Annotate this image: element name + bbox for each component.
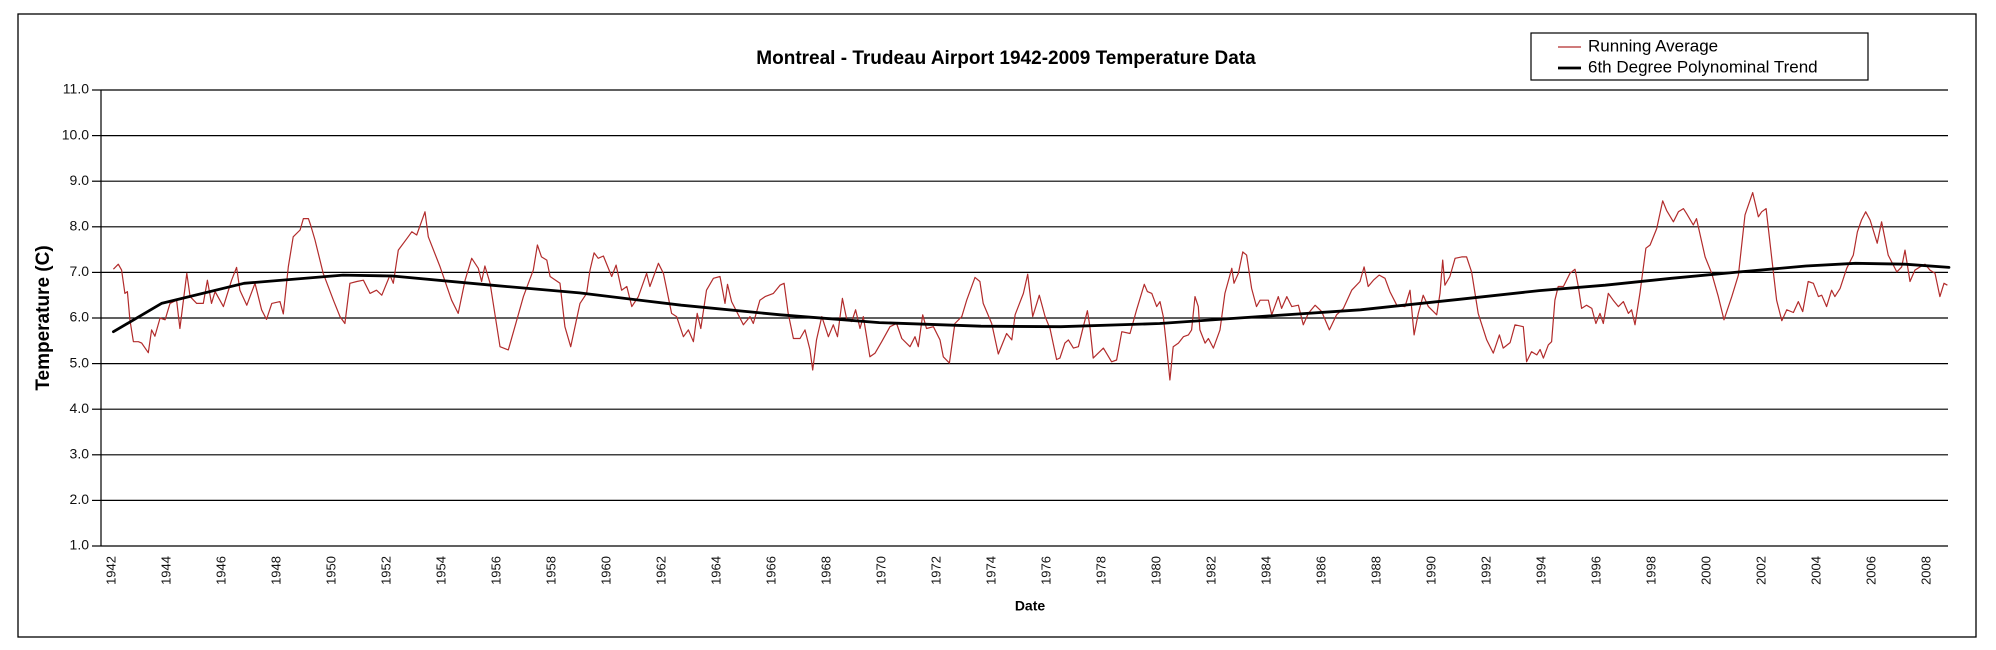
x-tick-label: 1982 (1203, 556, 1218, 585)
y-tick-label: 11.0 (63, 81, 89, 97)
y-tick-label: 6.0 (70, 309, 90, 325)
legend: Running Average 6th Degree Polynominal T… (1530, 32, 1869, 81)
x-tick-label: 1964 (708, 556, 723, 585)
x-tick-label: 1988 (1368, 556, 1383, 585)
legend-box (1530, 32, 1869, 81)
y-tick-label: 7.0 (70, 263, 90, 279)
y-tick-label: 2.0 (70, 491, 90, 507)
x-tick-label: 1944 (158, 556, 173, 585)
y-tick-label: 4.0 (70, 400, 90, 416)
x-axis-label: Date (1015, 598, 1046, 614)
chart-title: Montreal - Trudeau Airport 1942-2009 Tem… (756, 48, 1256, 69)
x-tick-label: 1980 (1148, 556, 1163, 585)
y-tick-label: 1.0 (70, 537, 90, 553)
x-tick-label: 2000 (1698, 556, 1713, 585)
x-axis-ticks: 1942 1944 1946 1948 1950 1952 1954 1956 1958 1960… (103, 556, 1933, 585)
y-axis-ticks: 1.0 2.0 3.0 4.0 5.0 6.0 7.0 8.0 9.0 10.0 11.0 (62, 81, 101, 553)
legend-label-trend: 6th Degree Polynominal Trend (1588, 57, 1818, 76)
y-tick-label: 5.0 (70, 354, 90, 370)
x-tick-label: 1994 (1533, 556, 1548, 585)
x-tick-label: 1986 (1313, 556, 1328, 585)
y-tick-label: 10.0 (62, 126, 89, 142)
x-tick-label: 1968 (818, 556, 833, 585)
x-tick-label: 1954 (433, 556, 448, 585)
x-tick-label: 1978 (1093, 556, 1108, 585)
series-running-average (112, 192, 1948, 381)
plot-series (112, 192, 1951, 381)
x-tick-label: 1974 (983, 556, 998, 585)
x-tick-label: 1948 (268, 556, 283, 585)
x-tick-label: 1972 (928, 556, 943, 585)
y-axis-label: Temperature (C) (33, 245, 54, 390)
x-tick-label: 1962 (653, 556, 668, 585)
x-tick-label: 2008 (1918, 556, 1933, 585)
x-tick-label: 1956 (488, 556, 503, 585)
x-tick-label: 1958 (543, 556, 558, 585)
x-tick-label: 1942 (103, 556, 118, 585)
x-tick-label: 2004 (1808, 556, 1823, 585)
x-tick-label: 1960 (598, 556, 613, 585)
x-tick-label: 1990 (1423, 556, 1438, 585)
y-tick-label: 3.0 (70, 446, 90, 462)
y-tick-label: 9.0 (70, 172, 90, 188)
x-tick-label: 1950 (323, 556, 338, 585)
x-tick-label: 1984 (1258, 556, 1273, 585)
x-tick-label: 1992 (1478, 556, 1493, 585)
x-tick-label: 2006 (1863, 556, 1878, 585)
x-tick-label: 1952 (378, 556, 393, 585)
x-tick-label: 1966 (763, 556, 778, 585)
series-polynomial-trend (112, 261, 1951, 334)
x-tick-label: 1976 (1038, 556, 1053, 585)
y-tick-label: 8.0 (70, 218, 90, 234)
x-tick-label: 1998 (1643, 556, 1658, 585)
gridlines (101, 89, 1948, 547)
legend-label-running-average: Running Average (1588, 36, 1718, 55)
x-tick-label: 2002 (1753, 556, 1768, 585)
x-tick-label: 1946 (213, 556, 228, 585)
x-tick-label: 1970 (873, 556, 888, 585)
x-tick-label: 1996 (1588, 556, 1603, 585)
